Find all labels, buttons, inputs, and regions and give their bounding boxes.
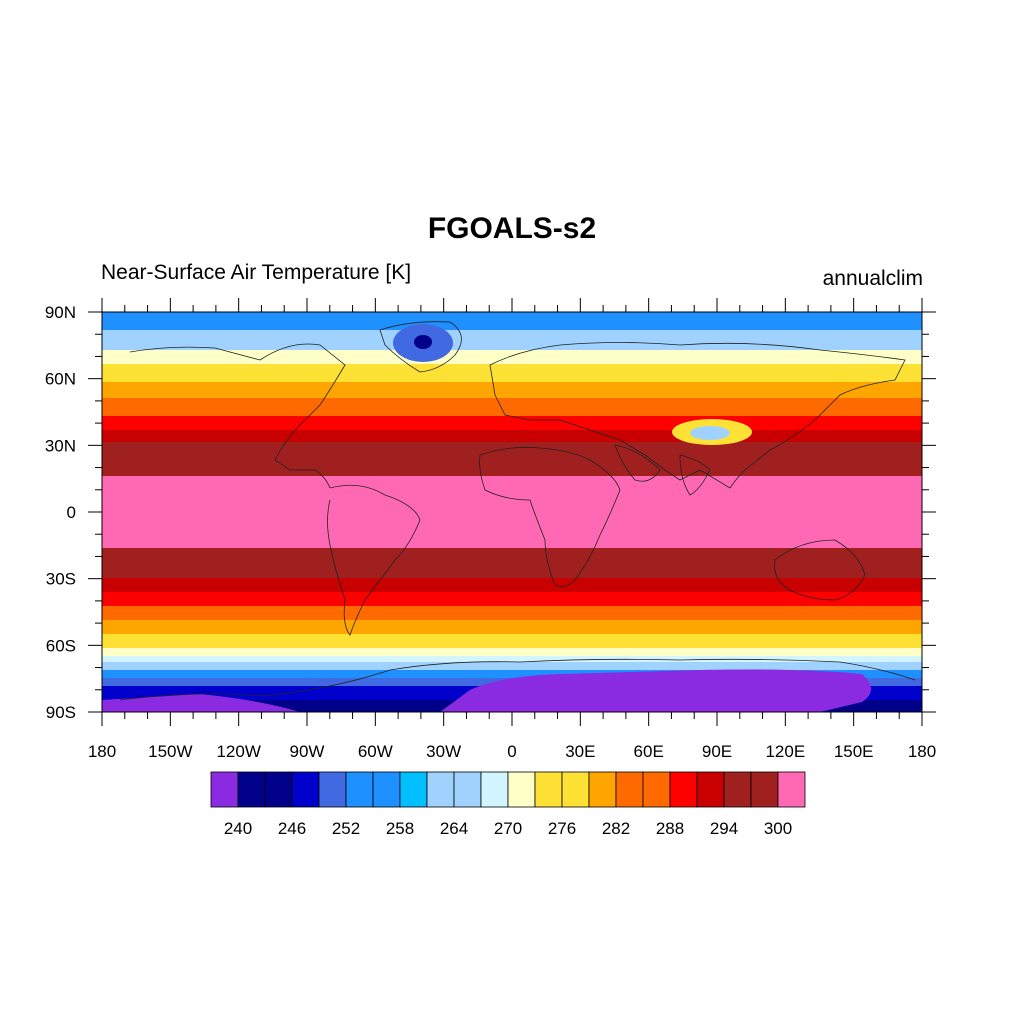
colorbar-label: 270: [494, 819, 522, 838]
colorbar-swatch: [345, 771, 374, 808]
band-52n: [102, 382, 922, 398]
band-62s: [102, 656, 922, 662]
lat-label: 30N: [45, 436, 76, 455]
india-coast: [679, 454, 711, 496]
colorbar-swatch: [534, 771, 563, 808]
lon-label: 60W: [358, 742, 393, 761]
lon-label: 60E: [634, 742, 664, 761]
colorbar-swatch: [237, 771, 266, 808]
colorbar-swatch: [399, 771, 428, 808]
colorbar-swatch: [210, 771, 239, 808]
colorbar-label: 240: [224, 819, 252, 838]
colorbar-label: 300: [764, 819, 792, 838]
lat-label: 90S: [46, 703, 76, 722]
colorbar-label: 246: [278, 819, 306, 838]
colorbar-label: 282: [602, 819, 630, 838]
colorbar-label: 276: [548, 819, 576, 838]
colorbar-label: 258: [386, 819, 414, 838]
colorbar-swatch: [669, 771, 698, 808]
australia-coast: [774, 539, 866, 601]
colorbar-swatch: [723, 771, 752, 808]
eurasia-coast: [489, 342, 906, 489]
lon-labels: 180 150W 120W 90W 60W 30W 0 30E 60E 90E 120E 150E 18…: [88, 742, 936, 761]
band-63n: [102, 350, 922, 364]
variable-subtitle: Near-Surface Air Temperature [K]: [101, 261, 412, 284]
antarctic-plateau: [440, 669, 871, 712]
colorbar-swatch: [480, 771, 509, 808]
arabia-coast: [614, 444, 661, 482]
lon-label: 180: [908, 742, 936, 761]
band-38n: [102, 416, 922, 430]
band-30s: [102, 578, 922, 592]
band-67s: [102, 670, 922, 678]
colorbar-swatch: [318, 771, 347, 808]
lon-label: 120W: [216, 742, 260, 761]
lon-label: 30W: [426, 742, 461, 761]
lon-label: 90E: [702, 742, 732, 761]
antarctica-coast: [119, 658, 916, 701]
temperature-field: [102, 312, 922, 712]
axis-ticks: [88, 298, 936, 726]
lat-label: 0: [67, 503, 76, 522]
band-tropics: [102, 476, 922, 548]
band-60s: [102, 648, 922, 656]
lon-label: 90W: [290, 742, 325, 761]
band-60n: [102, 364, 922, 382]
lon-label: 120E: [765, 742, 805, 761]
colorbar-label: 288: [656, 819, 684, 838]
west-antarctic-cold: [102, 694, 300, 712]
band-subtropics-n: [102, 442, 922, 476]
lon-label: 150E: [834, 742, 874, 761]
south-america-coast: [327, 484, 421, 636]
colorbar-swatch: [777, 771, 806, 808]
colorbar-label: 294: [710, 819, 738, 838]
chart-title: FGOALS-s2: [427, 212, 597, 245]
colorbar-label: 264: [440, 819, 468, 838]
coastlines: [119, 321, 916, 701]
band-subpolar-n: [102, 330, 922, 350]
band-64s: [102, 662, 922, 670]
lon-label: 0: [507, 742, 516, 761]
band-polar-n: [102, 312, 922, 330]
colorbar-swatch: [696, 771, 725, 808]
colorbar-labels: 240 246 252 258 264 270 276 282 288 294 300: [224, 819, 792, 838]
band-42s: [102, 606, 922, 620]
lat-label: 30S: [46, 570, 76, 589]
colorbar-swatch: [426, 771, 455, 808]
lat-label: 60S: [46, 636, 76, 655]
colorbar-swatch: [588, 771, 617, 808]
north-america-coast: [129, 343, 346, 489]
band-48s: [102, 620, 922, 634]
lon-label: 30E: [565, 742, 595, 761]
band-45n: [102, 398, 922, 416]
africa-coast: [479, 446, 621, 588]
tibet-core: [690, 426, 730, 440]
colorbar: [210, 771, 806, 808]
period-subtitle: annualclim: [822, 267, 923, 290]
lat-label: 60N: [45, 370, 76, 389]
lon-label: 150W: [148, 742, 192, 761]
lon-label: 180: [88, 742, 116, 761]
band-54s: [102, 634, 922, 648]
colorbar-label: 252: [332, 819, 360, 838]
colorbar-swatch: [291, 771, 320, 808]
band-35s: [102, 592, 922, 606]
colorbar-swatch: [561, 771, 590, 808]
colorbar-swatch: [507, 771, 536, 808]
colorbar-swatch: [642, 771, 671, 808]
colorbar-swatch: [264, 771, 293, 808]
colorbar-swatch: [372, 771, 401, 808]
colorbar-swatch: [453, 771, 482, 808]
lat-labels: 90N 60N 30N 0 30S 60S 90S: [45, 303, 76, 722]
colorbar-swatch: [750, 771, 779, 808]
lat-label: 90N: [45, 303, 76, 322]
colorbar-swatch: [615, 771, 644, 808]
greenland-coast: [379, 321, 462, 373]
band-subtropics-s: [102, 548, 922, 578]
greenland-core: [414, 335, 432, 349]
